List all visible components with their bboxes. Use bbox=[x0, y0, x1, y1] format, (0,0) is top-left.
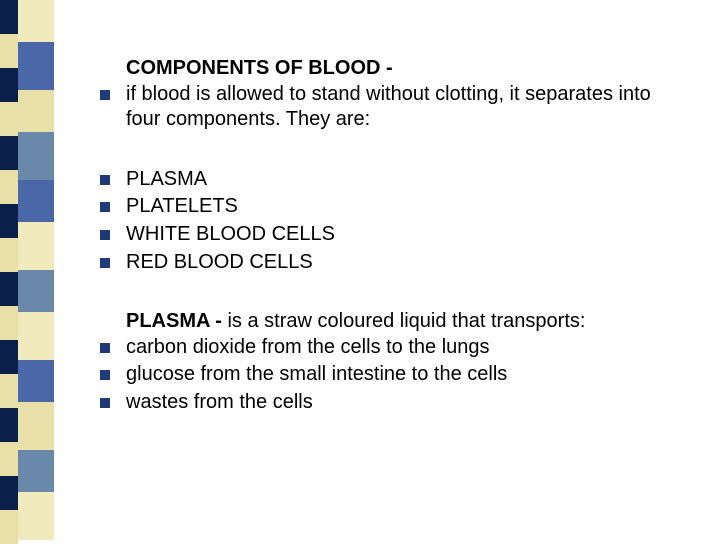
heading-components: COMPONENTS OF BLOOD - bbox=[126, 56, 680, 82]
heading-plasma: PLASMA - is a straw coloured liquid that… bbox=[126, 309, 680, 335]
square-bullet-icon bbox=[100, 230, 110, 240]
sidebar-column-2 bbox=[18, 0, 54, 540]
slide-content: COMPONENTS OF BLOOD - if blood is allowe… bbox=[100, 56, 680, 418]
plasma-item-wastes: wastes from the cells bbox=[126, 390, 680, 416]
list-item-platelets: PLATELETS bbox=[126, 194, 680, 220]
square-bullet-icon bbox=[100, 175, 110, 185]
sidebar-column-1 bbox=[0, 0, 18, 540]
decorative-sidebar bbox=[0, 0, 54, 540]
intro-text: if blood is allowed to stand without clo… bbox=[126, 82, 680, 133]
square-bullet-icon bbox=[100, 343, 110, 353]
list-item-red: RED BLOOD CELLS bbox=[126, 250, 680, 276]
plasma-item-co2: carbon dioxide from the cells to the lun… bbox=[126, 335, 680, 361]
section-components: COMPONENTS OF BLOOD - if blood is allowe… bbox=[100, 56, 680, 133]
list-item-white: WHITE BLOOD CELLS bbox=[126, 222, 680, 248]
plasma-item-glucose: glucose from the small intestine to the … bbox=[126, 362, 680, 388]
plasma-desc: is a straw coloured liquid that transpor… bbox=[227, 310, 585, 332]
square-bullet-icon bbox=[100, 202, 110, 212]
square-bullet-icon bbox=[100, 370, 110, 380]
section-list: PLASMA PLATELETS WHITE BLOOD CELLS RED B… bbox=[100, 167, 680, 275]
section-plasma: PLASMA - is a straw coloured liquid that… bbox=[100, 309, 680, 415]
square-bullet-icon bbox=[100, 90, 110, 100]
square-bullet-icon bbox=[100, 398, 110, 408]
square-bullet-icon bbox=[100, 258, 110, 268]
plasma-bold-label: PLASMA - bbox=[126, 310, 227, 332]
list-item-plasma: PLASMA bbox=[126, 167, 680, 193]
